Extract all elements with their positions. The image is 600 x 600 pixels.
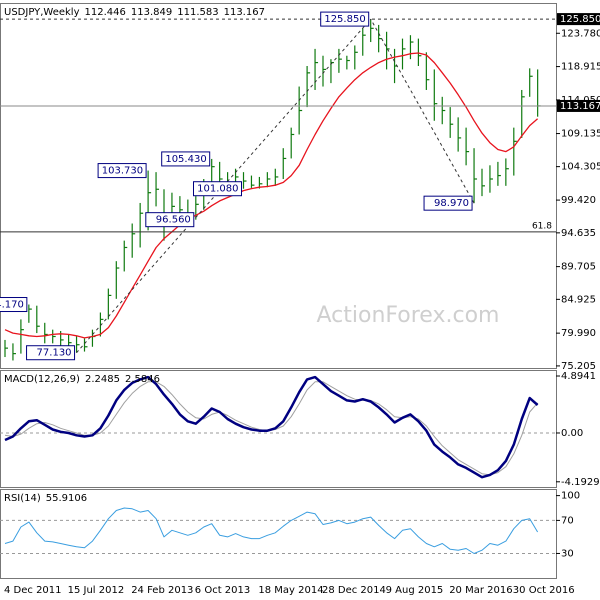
annotation-box [97,163,147,179]
price-panel [0,3,557,369]
y-tick-label: 70 [561,515,574,526]
y-tick-label: -4.1929 [561,477,600,488]
y-tick-label: 118.915 [561,62,600,73]
panel-plot [0,375,556,479]
header-value: 55.9106 [46,493,87,504]
y-tick-label: 123.780 [561,28,600,39]
x-tick-label: 18 May 2014 [258,585,323,596]
y-tick-label: 4.8941 [561,371,596,382]
y-tick-label: 79.990 [561,328,596,339]
fib-label: 61.8 [532,221,552,231]
annotation-label: 105.430 [165,154,206,165]
annotation-label: 98.970 [434,198,469,209]
annotation-box [0,297,28,313]
macd-panel [0,370,557,488]
annotation-label: 101.080 [197,184,238,195]
annotation-box [26,345,76,361]
y-tick-label: 100 [561,491,580,502]
header-value: 113.167 [224,7,265,18]
y-tick-label: 109.135 [561,129,600,140]
x-tick-label: 15 Jul 2012 [68,585,125,596]
header-value: 112.446 [85,7,126,18]
y-tick-label: 104.305 [561,162,600,173]
price-box [557,99,600,112]
price-box-label: 125.850 [560,14,600,25]
panel-plot: 61.8 84.170 77.130 103.730 96.560 105.430 101.… [0,11,556,361]
price-box [557,13,600,26]
trend-line [370,18,475,204]
x-tick-label: 9 Aug 2015 [386,585,444,596]
panel-header: RSI(14) 55.9106 [4,493,87,504]
x-tick-label: 20 Mar 2016 [449,585,512,596]
panel-title: RSI(14) [4,493,41,504]
annotation-label: 125.850 [324,14,365,25]
panel-plot [0,507,556,554]
annotation-box [193,181,242,197]
y-tick-label: 94.635 [561,228,596,239]
annotation-label: 77.130 [37,348,72,359]
x-tick-label: 6 Oct 2013 [195,585,250,596]
panel-title: USDJPY,Weekly [4,7,80,18]
annotation-label: 103.730 [102,166,143,177]
y-tick-label: 0.00 [561,428,583,439]
rsi-panel [0,489,557,579]
x-tick-label: 24 Feb 2013 [131,585,193,596]
x-tick-label: 28 Dec 2014 [322,585,386,596]
panel-header: USDJPY,Weekly 112.446 113.849 111.583 113.16… [4,7,265,18]
moving-average [4,52,539,339]
rsi-line [4,507,539,554]
header-value: 2.5846 [125,374,160,385]
x-tick-label: 30 Oct 2016 [513,585,575,596]
header-value: 113.849 [131,7,172,18]
annotation-box [423,195,473,211]
y-tick-label: 99.420 [561,195,596,206]
x-tick-label: 4 Dec 2011 [4,585,62,596]
y-tick-label: 84.925 [561,294,596,305]
macd-line [4,375,539,479]
annotation-box [145,212,195,228]
panel-title: MACD(12,26,9) [4,374,80,385]
annotation-box [161,151,211,167]
annotation-label: 84.170 [0,300,24,311]
annotation-label: 96.560 [156,215,191,226]
y-tick-label: 89.705 [561,262,596,273]
header-value: 111.583 [177,7,218,18]
annotation-box [320,11,370,27]
y-tick-label: 30 [561,548,574,559]
y-tick-label: 75.205 [561,361,596,372]
header-value: 2.2485 [85,374,120,385]
watermark: ActionForex.com [317,303,500,328]
panel-header: MACD(12,26,9) 2.2485 2.5846 [4,374,160,385]
price-box-label: 113.167 [560,101,600,112]
